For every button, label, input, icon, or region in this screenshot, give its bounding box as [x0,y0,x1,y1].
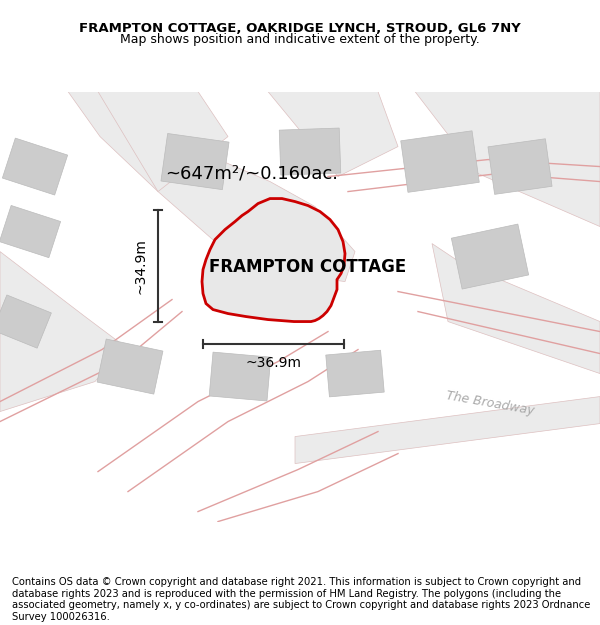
Polygon shape [68,91,355,281]
Polygon shape [0,206,61,258]
Polygon shape [202,199,345,321]
Polygon shape [0,295,52,348]
Polygon shape [295,396,600,464]
Polygon shape [279,128,341,175]
Polygon shape [401,131,479,192]
Text: ~647m²/~0.160ac.: ~647m²/~0.160ac. [165,164,338,182]
Polygon shape [209,352,271,401]
Text: Map shows position and indicative extent of the property.: Map shows position and indicative extent… [120,32,480,46]
Polygon shape [98,91,228,191]
Polygon shape [415,91,600,226]
Polygon shape [161,134,229,189]
Polygon shape [268,91,398,176]
Text: The Broadway: The Broadway [445,389,535,418]
Polygon shape [326,350,384,397]
Polygon shape [488,139,552,194]
Text: ~34.9m: ~34.9m [134,238,148,294]
Text: FRAMPTON COTTAGE, OAKRIDGE LYNCH, STROUD, GL6 7NY: FRAMPTON COTTAGE, OAKRIDGE LYNCH, STROUD… [79,22,521,35]
Polygon shape [0,251,125,411]
Text: Contains OS data © Crown copyright and database right 2021. This information is : Contains OS data © Crown copyright and d… [12,577,590,622]
Polygon shape [97,339,163,394]
Text: ~36.9m: ~36.9m [245,356,302,369]
Polygon shape [2,138,68,195]
Text: FRAMPTON COTTAGE: FRAMPTON COTTAGE [209,258,407,276]
Polygon shape [432,244,600,374]
Polygon shape [451,224,529,289]
